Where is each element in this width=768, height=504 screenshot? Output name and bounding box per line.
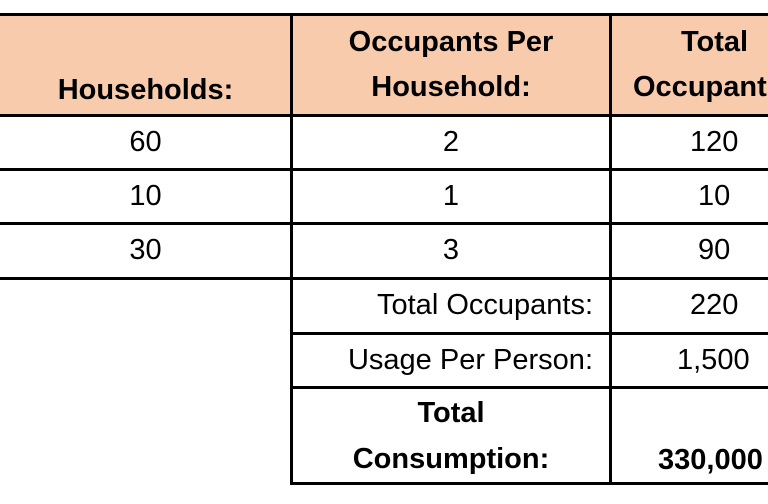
row-3-households: 30 [129, 234, 162, 266]
households-header: Households: [0, 15, 291, 115]
top-border-line [0, 13, 768, 16]
row-1-total-occupants: 120 [690, 125, 739, 158]
summary-total-consumption-value: 330,000 [658, 444, 763, 476]
row-3-total-occupants: 90 [698, 234, 731, 266]
summary-total-consumption-label: Total Consumption: [291, 387, 611, 487]
summary-total-consumption-label-line-2: Consumption: [352, 443, 550, 475]
occupants-per-household-header: Occupants Per Household: [291, 15, 611, 115]
summary-1-bottom-line [291, 332, 768, 335]
households-header-label: Households: [57, 74, 234, 107]
row-1-households: 60 [129, 125, 162, 158]
summary-total-occupants-value: 220 [690, 289, 739, 321]
row-3-occupants-per-household: 3 [442, 234, 460, 266]
row-2-total-occupants: 10 [698, 179, 731, 212]
row-3-bottom-line [0, 277, 768, 280]
summary-total-occupants-label: Total Occupants: [377, 289, 593, 321]
total-occupants-header-line-2: Occupants [633, 71, 768, 103]
row-1-bottom-line [0, 168, 768, 171]
total-occupants-header: Total Occupants [611, 15, 768, 115]
total-occupants-header-line-1: Total [681, 25, 749, 58]
summary-usage-per-person-label: Usage Per Person: [347, 343, 593, 376]
table-bottom-line [291, 482, 768, 485]
right-column-divider [609, 13, 612, 485]
row-1-occupants-per-household: 2 [442, 125, 460, 158]
occupants-per-household-header-line-2: Household: [371, 71, 531, 103]
summary-2-bottom-line [291, 386, 768, 389]
summary-usage-per-person-value: 1,500 [677, 343, 750, 376]
row-2-occupants-per-household: 1 [442, 179, 460, 212]
left-column-divider [290, 13, 293, 485]
row-2-households: 10 [129, 179, 162, 212]
row-2-bottom-line [0, 222, 768, 225]
summary-total-consumption-label-line-1: Total [417, 397, 485, 430]
header-bottom-line [0, 114, 768, 117]
occupants-per-household-header-line-1: Occupants Per [348, 25, 554, 58]
